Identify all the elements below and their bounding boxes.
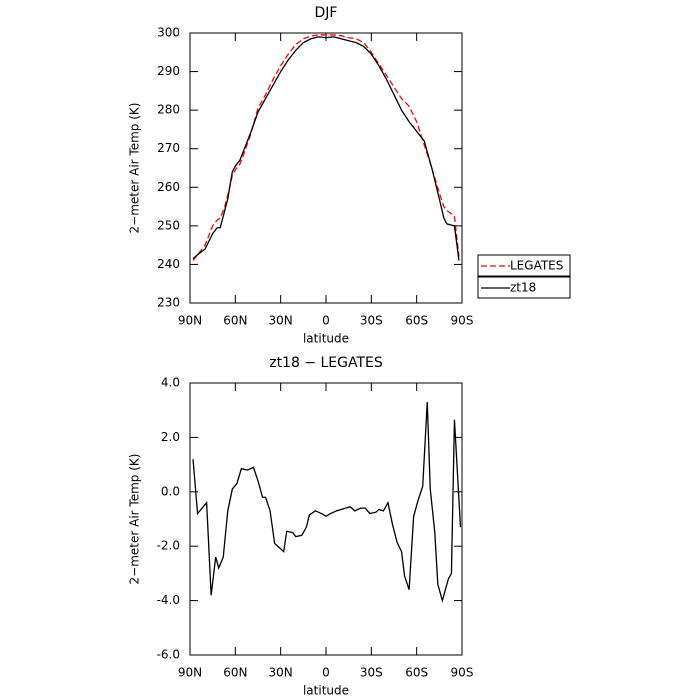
chart-title: zt18 − LEGATES [269, 355, 383, 371]
y-tick-label: 0.0 [161, 484, 180, 498]
y-tick-label: 240 [157, 257, 180, 271]
y-tick-label: -4.0 [157, 593, 180, 607]
y-tick-label: 230 [157, 296, 180, 310]
y-tick-label: 300 [157, 26, 180, 40]
x-tick-label: 30N [269, 666, 293, 680]
y-tick-label: -6.0 [157, 648, 180, 662]
y-tick-label: 290 [157, 64, 180, 78]
x-tick-label: 60N [223, 314, 247, 328]
y-tick-label: -2.0 [157, 539, 180, 553]
x-axis-label: latitude [303, 332, 349, 346]
legend-label: zt18 [510, 281, 536, 295]
y-tick-label: 250 [157, 218, 180, 232]
x-tick-label: 60N [223, 666, 247, 680]
x-tick-label: 0 [322, 314, 330, 328]
x-tick-label: 90N [178, 314, 202, 328]
x-axis-label: latitude [303, 684, 349, 698]
y-axis-label: 2−meter Air Temp (K) [128, 454, 142, 585]
x-tick-label: 90S [451, 666, 474, 680]
legend-box [477, 254, 571, 277]
x-tick-label: 90S [451, 314, 474, 328]
plot-frame [189, 382, 463, 656]
y-tick-label: 4.0 [161, 376, 180, 390]
y-tick-label: 280 [157, 103, 180, 117]
x-tick-label: 90N [178, 666, 202, 680]
x-tick-label: 0 [322, 666, 330, 680]
y-tick-label: 270 [157, 141, 180, 155]
x-tick-label: 60S [405, 666, 428, 680]
y-axis-label: 2−meter Air Temp (K) [128, 103, 142, 234]
y-tick-label: 260 [157, 180, 180, 194]
legend-box [477, 276, 571, 299]
x-tick-label: 60S [405, 314, 428, 328]
data-line [192, 34, 460, 261]
chart-title: DJF [315, 5, 338, 21]
data-line [192, 402, 462, 604]
plot-frame [189, 32, 463, 304]
y-tick-label: 2.0 [161, 430, 180, 444]
legend-label: LEGATES [510, 259, 563, 273]
x-tick-label: 30S [360, 314, 383, 328]
x-tick-label: 30N [269, 314, 293, 328]
data-line [192, 36, 460, 261]
x-tick-label: 30S [360, 666, 383, 680]
